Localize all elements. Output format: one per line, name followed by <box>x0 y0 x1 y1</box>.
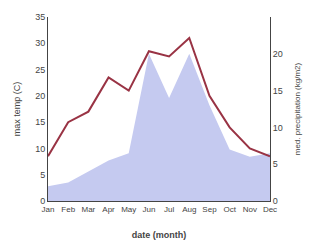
svg-text:35: 35 <box>35 12 45 22</box>
svg-text:Apr: Apr <box>102 205 115 214</box>
svg-text:5: 5 <box>273 159 278 169</box>
svg-text:0: 0 <box>273 196 278 206</box>
svg-text:0: 0 <box>40 196 45 206</box>
svg-text:Sep: Sep <box>202 205 217 214</box>
svg-text:20: 20 <box>273 49 283 59</box>
svg-text:Jan: Jan <box>42 205 55 214</box>
svg-text:20: 20 <box>35 91 45 101</box>
svg-text:25: 25 <box>35 65 45 75</box>
svg-text:Jul: Jul <box>164 205 174 214</box>
svg-text:Jun: Jun <box>142 205 155 214</box>
svg-text:Aug: Aug <box>182 205 196 214</box>
svg-text:med. precipitation (kg/m2): med. precipitation (kg/m2) <box>293 62 302 155</box>
svg-text:Mar: Mar <box>81 205 95 214</box>
svg-text:Feb: Feb <box>61 205 75 214</box>
svg-text:5: 5 <box>40 170 45 180</box>
svg-text:30: 30 <box>35 38 45 48</box>
svg-text:15: 15 <box>273 86 283 96</box>
svg-text:10: 10 <box>273 123 283 133</box>
svg-text:15: 15 <box>35 117 45 127</box>
svg-text:May: May <box>121 205 136 214</box>
svg-text:Oct: Oct <box>223 205 236 214</box>
svg-text:Nov: Nov <box>243 205 257 214</box>
svg-text:date (month): date (month) <box>132 230 187 240</box>
svg-text:Dec: Dec <box>263 205 277 214</box>
svg-text:max temp (C): max temp (C) <box>12 82 22 137</box>
svg-text:10: 10 <box>35 144 45 154</box>
